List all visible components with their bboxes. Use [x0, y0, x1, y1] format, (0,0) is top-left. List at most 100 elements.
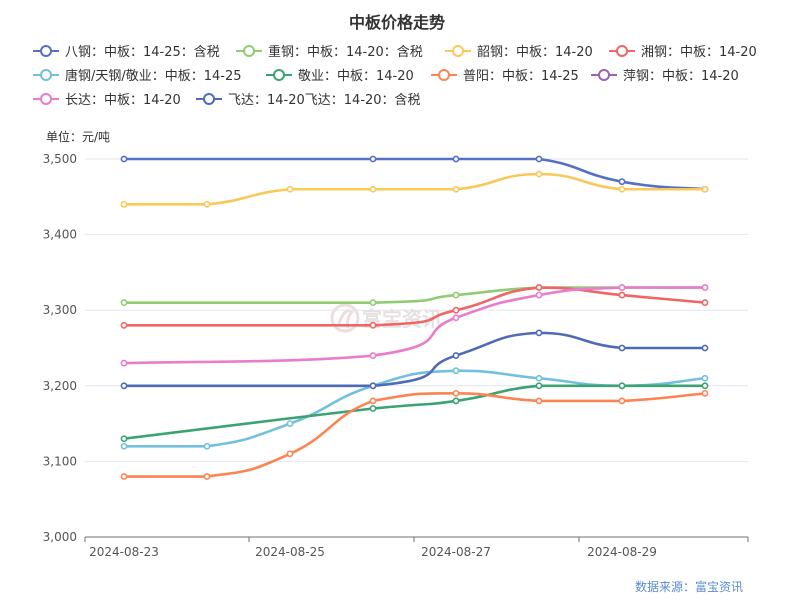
y-tick-label: 3,000 — [43, 530, 77, 544]
data-point[interactable] — [701, 284, 709, 291]
legend-marker-icon — [203, 93, 215, 105]
series-line[interactable] — [124, 331, 705, 388]
legend-item[interactable]: 萍钢：中板：14-20 — [591, 69, 739, 84]
data-point[interactable] — [618, 291, 626, 299]
x-axis: 2024-08-23 2024-08-25 2024-08-27 2024-08-29 — [84, 536, 749, 559]
x-tick-label: 2024-08-27 — [421, 545, 491, 559]
data-point[interactable] — [701, 389, 709, 397]
data-point[interactable] — [618, 344, 626, 352]
watermark-logo-icon — [330, 303, 360, 333]
data-point[interactable] — [369, 185, 377, 193]
series-line[interactable] — [124, 369, 706, 448]
data-point[interactable] — [535, 397, 543, 405]
legend-marker-icon — [616, 45, 628, 57]
data-point[interactable] — [286, 450, 294, 458]
legend-marker-icon — [598, 69, 610, 81]
data-point[interactable] — [452, 306, 460, 314]
data-point[interactable] — [701, 382, 709, 390]
y-tick-label: 3,200 — [43, 379, 77, 393]
data-point[interactable] — [452, 352, 460, 359]
x-tick-label: 2024-08-25 — [255, 545, 325, 559]
legend-item[interactable]: 八钢：中板：14-25：含税 — [33, 44, 220, 60]
data-point[interactable] — [120, 382, 128, 390]
data-point[interactable] — [120, 299, 128, 307]
data-point[interactable] — [120, 155, 128, 163]
data-point[interactable] — [369, 299, 377, 307]
data-point[interactable] — [203, 200, 211, 208]
data-point[interactable] — [120, 442, 128, 450]
data-point[interactable] — [535, 155, 543, 163]
data-point[interactable] — [535, 374, 543, 382]
data-point[interactable] — [535, 329, 543, 337]
y-axis-unit-label: 单位：元/吨 — [46, 129, 110, 144]
data-point[interactable] — [452, 314, 460, 322]
legend-item[interactable]: 湘钢：中板：14-20 — [609, 45, 757, 60]
data-point[interactable] — [618, 178, 626, 186]
data-point[interactable] — [452, 291, 460, 299]
data-point[interactable] — [618, 397, 626, 405]
legend-item[interactable]: 敬业：中板：14-20 — [266, 68, 414, 84]
legend-label: 唐钢/天钢/敬业：中板：14-25 — [65, 68, 242, 84]
data-point[interactable] — [286, 185, 294, 193]
data-point[interactable] — [203, 473, 211, 480]
legend-item[interactable]: 飞达：14-20飞达：14-20：含税 — [196, 92, 421, 108]
data-point[interactable] — [203, 442, 211, 450]
data-point[interactable] — [452, 389, 460, 397]
data-point[interactable] — [452, 367, 460, 375]
data-point[interactable] — [369, 382, 377, 390]
data-point[interactable] — [535, 284, 543, 291]
data-point[interactable] — [369, 397, 377, 405]
data-point[interactable] — [701, 185, 709, 193]
data-point[interactable] — [369, 352, 377, 359]
legend-label: 普阳：中板：14-25 — [463, 69, 579, 84]
series-line[interactable] — [124, 392, 706, 478]
data-point[interactable] — [618, 185, 626, 193]
legend-marker-icon — [438, 69, 450, 81]
data-point[interactable] — [701, 374, 709, 382]
watermark-logo-leaf — [336, 309, 355, 329]
watermark-logo-ring — [330, 303, 360, 333]
legend-item[interactable]: 普阳：中板：14-25 — [431, 69, 579, 84]
legend: 八钢：中板：14-25：含税 重钢：中板：14-20：含税 韶钢：中板：14-20 湘… — [33, 44, 757, 108]
legend-marker-icon — [273, 69, 285, 81]
legend-label: 长达：中板：14-20 — [65, 93, 181, 108]
legend-marker-icon — [40, 69, 52, 81]
legend-label: 重钢：中板：14-20：含税 — [268, 44, 423, 60]
legend-item[interactable]: 长达：中板：14-20 — [33, 93, 181, 108]
data-point[interactable] — [369, 155, 377, 163]
data-point[interactable] — [535, 291, 543, 299]
y-tick-label: 3,300 — [43, 303, 77, 317]
data-point[interactable] — [452, 185, 460, 193]
legend-label: 八钢：中板：14-25：含税 — [65, 44, 220, 60]
legend-item[interactable]: 重钢：中板：14-20：含税 — [236, 44, 423, 60]
y-tick-label: 3,100 — [43, 454, 77, 468]
data-point[interactable] — [618, 284, 626, 291]
data-point[interactable] — [120, 321, 128, 329]
legend-marker-icon — [40, 93, 52, 105]
data-point[interactable] — [701, 344, 709, 352]
data-point[interactable] — [701, 299, 709, 307]
legend-label: 飞达：14-20飞达：14-20：含税 — [228, 92, 421, 108]
series-line[interactable] — [124, 157, 706, 191]
legend-label: 韶钢：中板：14-20 — [477, 44, 593, 60]
data-point[interactable] — [369, 405, 377, 412]
data-point[interactable] — [452, 397, 460, 405]
y-tick-label: 3,500 — [43, 152, 77, 166]
series-line[interactable] — [124, 172, 705, 206]
data-point[interactable] — [369, 321, 377, 329]
x-tick-label: 2024-08-29 — [587, 545, 657, 559]
legend-marker-icon — [40, 45, 52, 57]
legend-item[interactable]: 韶钢：中板：14-20 — [445, 44, 593, 60]
data-point[interactable] — [535, 170, 543, 178]
data-point[interactable] — [535, 382, 543, 390]
data-point[interactable] — [120, 473, 128, 480]
data-point[interactable] — [286, 420, 294, 427]
data-point[interactable] — [120, 435, 128, 443]
series-points — [120, 155, 709, 480]
legend-item[interactable]: 唐钢/天钢/敬业：中板：14-25 — [33, 68, 242, 84]
data-point[interactable] — [452, 155, 460, 163]
legend-marker-icon — [243, 45, 255, 57]
data-point[interactable] — [120, 359, 128, 367]
data-point[interactable] — [618, 382, 626, 390]
data-point[interactable] — [120, 200, 128, 208]
